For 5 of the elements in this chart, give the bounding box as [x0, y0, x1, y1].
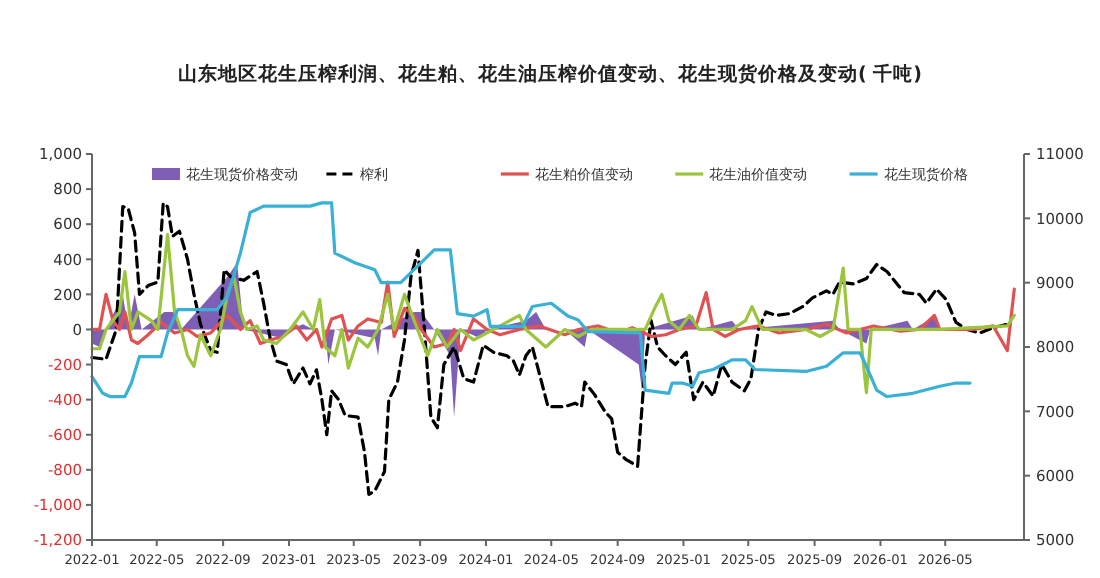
chart-title: 山东地区花生压榨利润、花生粕、花生油压榨价值变动、花生现货价格及变动( 千吨) [178, 62, 922, 86]
line-series [90, 201, 1009, 496]
line-series [90, 280, 1016, 353]
line-series [90, 201, 972, 399]
line-series [90, 233, 1016, 395]
